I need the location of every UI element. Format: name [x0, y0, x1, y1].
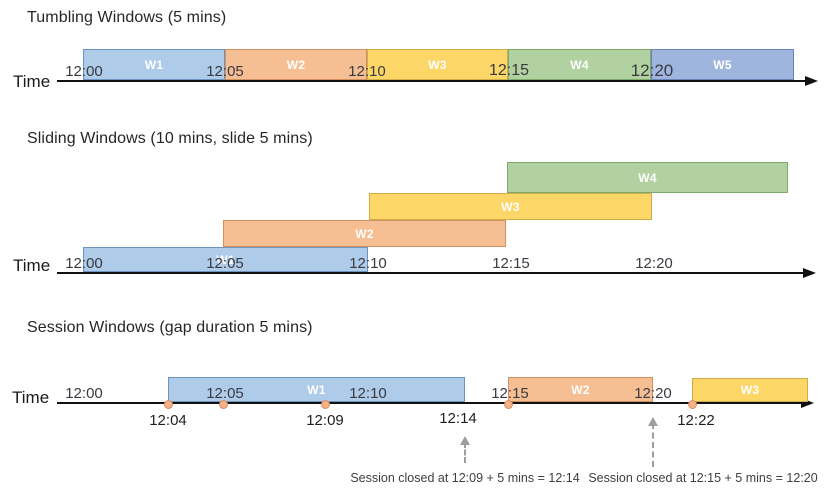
window-box-w2 — [225, 49, 367, 80]
window-box-w3 — [367, 49, 508, 80]
window-box-w5 — [651, 49, 794, 80]
tumbling-time-axis-label: Time — [13, 72, 51, 91]
window-label-w2: W2 — [355, 226, 374, 241]
sliding-time-axis-label: Time — [13, 256, 51, 275]
event-time-label: 12:04 — [149, 412, 187, 429]
window-box-w3 — [369, 193, 652, 220]
time-tick-label: 12:10 — [349, 255, 387, 273]
event-dot — [164, 400, 173, 409]
time-tick-label: 12:05 — [206, 63, 244, 81]
window-box-w3 — [692, 378, 808, 402]
time-tick-label: 12:15 — [488, 62, 530, 80]
time-tick-label: 12:15 — [492, 255, 530, 273]
time-tick-label: 12:15 — [491, 385, 529, 403]
timeline — [57, 402, 802, 404]
window-label-w2: W2 — [286, 57, 306, 72]
time-tick-label: 12:05 — [206, 255, 244, 273]
window-box-w2 — [223, 220, 506, 247]
event-dot — [321, 400, 330, 409]
window-label-w3: W3 — [501, 199, 520, 214]
window-label-w5: W5 — [713, 57, 732, 72]
time-tick-label: 12:10 — [349, 385, 387, 403]
window-label-w4: W4 — [570, 57, 589, 72]
window-label-w3: W3 — [428, 57, 447, 72]
window-label-w1: W1 — [216, 252, 235, 267]
time-tick-label: 12:20 — [635, 255, 673, 273]
time-tick-label: 12:20 — [634, 385, 672, 403]
window-label-w4: W4 — [638, 170, 657, 185]
window-box-w1 — [83, 49, 225, 80]
event-dot — [219, 400, 228, 409]
session-closed-annotation: Session closed at 12:09 + 5 mins = 12:14 — [350, 471, 580, 485]
event-time-label: 12:14 — [439, 410, 477, 427]
timeline-arrowhead-icon — [803, 268, 816, 278]
time-tick-label: 12:00 — [65, 63, 103, 81]
window-label-w3: W3 — [740, 383, 760, 397]
event-dot — [688, 400, 697, 409]
timeline-arrowhead-icon — [805, 76, 818, 86]
event-dot — [504, 400, 513, 409]
time-tick-label: 12:20 — [630, 61, 674, 81]
window-box-w2 — [508, 377, 653, 402]
window-box-w1 — [83, 247, 368, 272]
event-time-label: 12:22 — [677, 412, 715, 429]
dashed-arrow-head-icon — [648, 417, 658, 426]
time-tick-label: 12:10 — [348, 63, 386, 81]
window-label-w1: W1 — [144, 57, 164, 72]
window-label-w1: W1 — [307, 382, 326, 397]
window-box-w4 — [508, 49, 651, 80]
session-closed-annotation: Session closed at 12:15 + 5 mins = 12:20 — [588, 471, 818, 485]
session-section-title: Session Windows (gap duration 5 mins) — [27, 319, 313, 336]
dashed-arrow — [652, 423, 654, 467]
session-time-axis-label: Time — [12, 388, 50, 407]
event-time-label: 12:09 — [306, 412, 344, 429]
tumbling-section-title: Tumbling Windows (5 mins) — [27, 9, 227, 26]
timeline — [57, 272, 804, 274]
window-box-w4 — [507, 162, 788, 193]
timeline-arrowhead-icon — [801, 398, 814, 408]
time-tick-label: 12:00 — [65, 255, 103, 273]
sliding-section-title: Sliding Windows (10 mins, slide 5 mins) — [27, 130, 313, 147]
time-tick-label: 12:00 — [65, 385, 103, 403]
window-box-w1 — [168, 377, 465, 402]
timeline — [57, 80, 806, 82]
window-label-w2: W2 — [571, 382, 590, 397]
time-tick-label: 12:05 — [206, 385, 244, 403]
dashed-arrow — [464, 442, 466, 463]
dashed-arrow-head-icon — [460, 436, 470, 445]
